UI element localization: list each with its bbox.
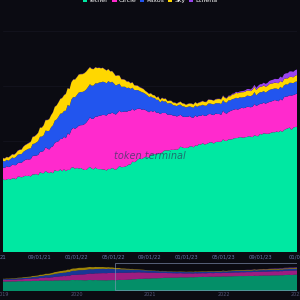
Legend: Tether, Circle, Paxos, Sky, Ethena: Tether, Circle, Paxos, Sky, Ethena [82, 0, 218, 3]
Text: token terminal: token terminal [114, 151, 186, 161]
